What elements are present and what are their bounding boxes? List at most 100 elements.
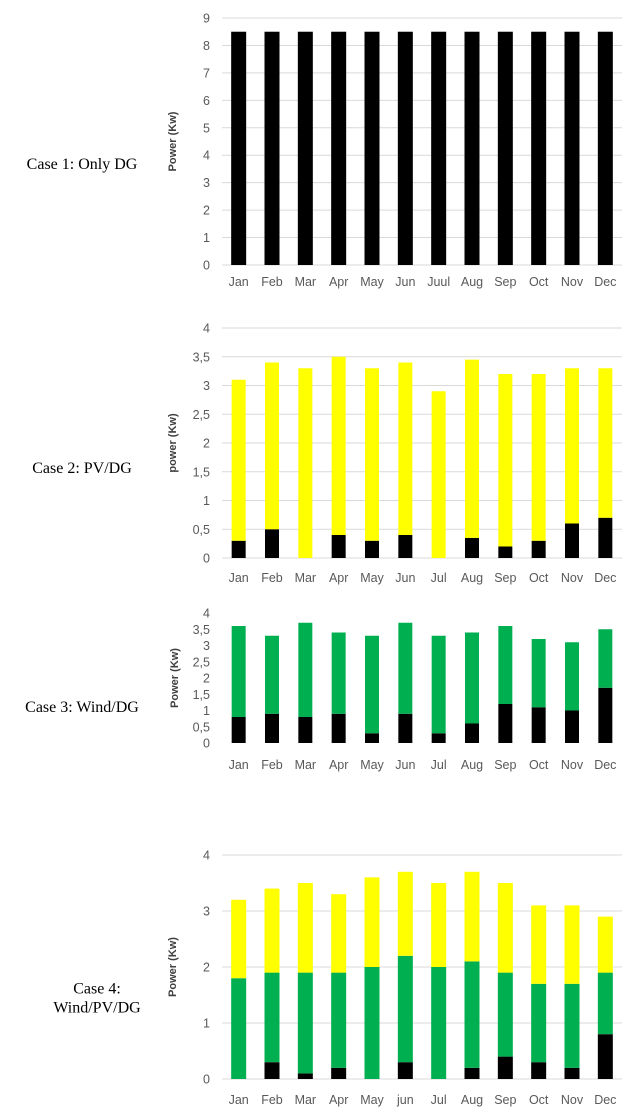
bar-segment [498,546,513,558]
bar-segment [497,883,513,973]
case-label: Case 1: Only DG [27,156,138,173]
bar-segment [597,31,613,265]
bar-segment [331,535,346,558]
bar-segment [564,31,580,265]
bar-segment [497,31,513,265]
bar-segment [265,362,279,530]
y-axis-label: Power (Kw) [167,111,179,171]
case-label: Case 2: PV/DG [32,460,132,477]
x-tick-label: Jul [431,1093,447,1107]
case-label: Case 3: Wind/DG [25,699,139,716]
x-tick-label: Dec [594,571,616,585]
bar-segment [297,972,313,1074]
bar-segment [264,31,280,265]
bar-segment [598,687,613,743]
bar-segment [564,905,580,984]
y-tick-label: 2 [203,437,210,451]
y-tick-label: 2 [203,672,210,686]
y-tick-label: 1,5 [193,688,210,702]
bar-segment [464,871,480,962]
bar-segment [364,31,380,265]
bar-segment [331,31,347,265]
bar-segment [498,704,513,743]
x-tick-label: Dec [594,275,616,289]
y-tick-label: 2,5 [193,655,210,669]
y-tick-label: 9 [203,12,210,26]
y-tick-label: 8 [203,39,210,53]
bar-segment [564,1067,580,1079]
bar-segment [365,368,379,541]
y-tick-label: 2 [203,961,210,975]
y-tick-label: 4 [203,149,210,163]
bar-segment [498,626,513,704]
y-tick-label: 0 [203,259,210,273]
bar-segment [231,540,246,558]
bar-segment [565,642,579,711]
bar-segment [331,356,346,535]
bar-segment [265,635,279,714]
bar-segment [565,710,579,743]
y-tick-label: 0 [203,737,210,751]
bar-segment [365,635,379,734]
bar-segment [464,31,480,265]
bar-segment [397,31,413,265]
y-axis-label: power (Kw) [167,413,179,473]
x-tick-label: Feb [261,275,283,289]
x-tick-label: Aug [461,571,483,585]
x-tick-label: Aug [461,275,483,289]
bar-segment [264,1062,280,1079]
bar-segment [365,540,379,558]
bar-segment [531,540,546,558]
y-tick-label: 1 [203,704,210,718]
x-tick-label: Mar [295,758,317,772]
x-tick-label: Mar [295,1093,317,1107]
bar-segment [464,961,480,1068]
y-tick-label: 3 [203,905,210,919]
x-tick-label: May [360,571,384,585]
bar-segment [331,632,346,714]
y-axis-label: Power (Kw) [167,937,179,997]
x-tick-label: Sep [494,758,516,772]
x-tick-label: Apr [329,758,348,772]
y-tick-label: 3 [203,379,210,393]
y-tick-label: 1 [203,231,210,245]
bar-segment [364,877,380,967]
bar-segment [531,374,546,541]
bar-segment [497,972,513,1057]
case-label: Case 4: [73,981,121,998]
x-tick-label: Sep [494,571,516,585]
x-tick-label: Jul [431,758,447,772]
bar-segment [465,723,479,743]
bar-segment [531,983,547,1063]
y-tick-label: 5 [203,121,210,135]
x-tick-label: Jun [395,571,415,585]
x-tick-label: Dec [594,758,616,772]
y-tick-label: 0 [203,552,210,566]
x-tick-label: Jun [395,758,415,772]
bar-segment [297,1073,313,1079]
bar-segment [431,967,447,1079]
x-tick-label: Apr [329,275,348,289]
x-tick-label: Apr [329,1093,348,1107]
chart-panel-3: 0 0,5 1 1,5 2 2,5 3 3,5 4 Jan Feb Mar Apr May Jun Jul Au… [25,607,616,773]
y-tick-label: 0,5 [193,523,210,537]
bar-segment [365,733,379,743]
bar-segment [598,368,613,518]
x-tick-label: jun [396,1093,414,1107]
bar-segment [298,717,313,743]
bar-segment [231,31,247,265]
bar-segment [331,713,346,743]
x-tick-label: Nov [561,275,584,289]
x-tick-label: Sep [494,275,516,289]
x-tick-label: Jan [229,1093,249,1107]
bar-segment [531,707,546,743]
x-tick-label: Nov [561,758,584,772]
bar-segment [464,1067,480,1079]
x-tick-label: Sep [494,1093,516,1107]
x-tick-label: Aug [461,758,483,772]
x-tick-label: Juul [427,275,450,289]
bar-segment [431,733,446,743]
y-tick-label: 4 [203,607,210,621]
x-tick-label: Aug [461,1093,483,1107]
